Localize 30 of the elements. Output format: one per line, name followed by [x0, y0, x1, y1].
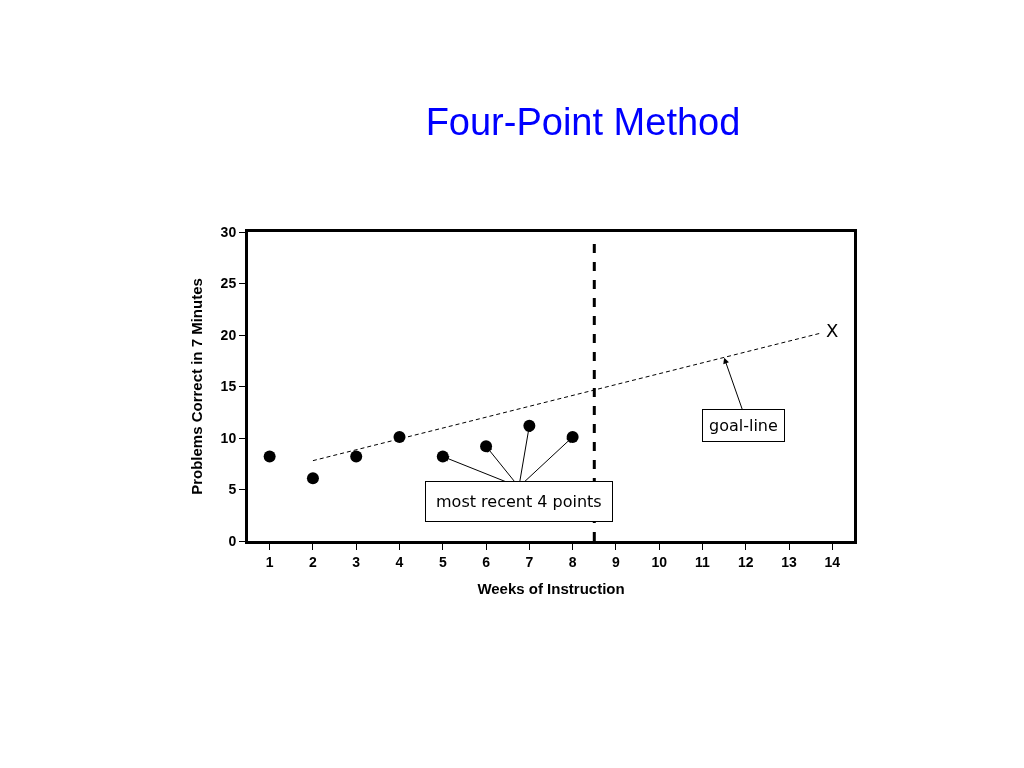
annotation: most recent 4 points: [436, 492, 602, 511]
annotation: X: [826, 320, 839, 341]
x-tick-label: 10: [651, 553, 668, 570]
point: [263, 450, 276, 463]
x-tick-label: 5: [438, 553, 447, 570]
y-tick-label: 20: [220, 326, 237, 343]
x-tick-label: 11: [695, 553, 711, 570]
y-axis-title: Problems Correct in 7 Minutes: [187, 278, 205, 495]
x-tick-label: 7: [525, 553, 534, 570]
x-tick-label: 6: [482, 553, 491, 570]
x-tick-label: 4: [395, 553, 404, 570]
y-tick-label: 10: [220, 429, 237, 446]
x-tick-label: 3: [352, 553, 361, 570]
x-tick-label: 1: [265, 553, 274, 570]
y-tick-label: 25: [220, 275, 237, 292]
x-tick-label: 14: [824, 553, 841, 570]
y-tick-label: 15: [220, 378, 237, 395]
x-tick-label: 8: [568, 553, 577, 570]
x-tick-label: 2: [309, 553, 318, 570]
x-tick-label: 12: [738, 553, 754, 570]
y-tick-label: 30: [220, 223, 237, 240]
x-axis-title: Weeks of Instruction: [477, 579, 625, 597]
y-tick-label: 5: [228, 481, 237, 498]
chart-title: Four-Point Method: [425, 101, 741, 144]
point: [306, 472, 319, 485]
y-tick-label: 0: [228, 532, 237, 549]
annotation: goal-line: [709, 416, 778, 435]
point: [350, 450, 363, 463]
x-tick-label: 9: [612, 553, 621, 570]
x-tick-label: 13: [781, 553, 798, 570]
